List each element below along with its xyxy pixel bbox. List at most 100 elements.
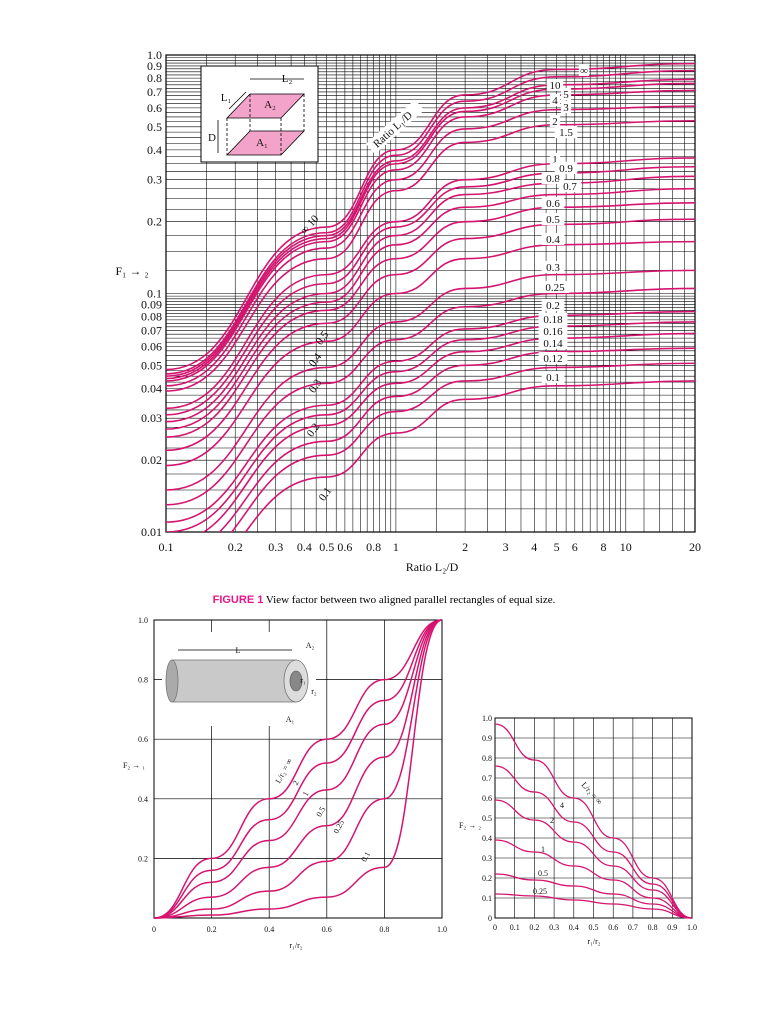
series-line-11 xyxy=(166,202,695,438)
chart3-curves xyxy=(494,723,693,919)
series-label-2: 5 xyxy=(563,89,569,101)
y-tick-label: 0.09 xyxy=(141,297,162,311)
cylinder-inset: L A₂ A₁ r₂ r₁ xyxy=(162,632,317,726)
y-tick-label: 0.3 xyxy=(147,173,162,187)
inline-label-3: 0.2 xyxy=(305,421,323,439)
series-label-3: 0.5 xyxy=(314,805,327,818)
figure-caption-label: FIGURE 1 xyxy=(212,594,264,606)
rectangles-inset: L₂ L₁ D A₂ A₁ xyxy=(200,65,319,163)
y-tick-label: 1.0 xyxy=(147,48,162,62)
cylinder-body xyxy=(171,659,297,703)
x-tick-label: 0.4 xyxy=(569,923,579,932)
inset-a1-label: A₁ xyxy=(286,715,295,724)
y-tick-label: 0.5 xyxy=(147,120,162,134)
series-label-1: 2 xyxy=(291,779,301,787)
series-label-11: 0.6 xyxy=(546,198,560,210)
series-label-4: 0.25 xyxy=(332,819,347,836)
y-tick-label: 0.6 xyxy=(482,794,492,803)
cylinder-inner-end xyxy=(289,670,303,692)
x-tick-label: 0.6 xyxy=(322,925,332,934)
y-tick-label: 0.08 xyxy=(141,310,162,324)
y-axis-title: F₁ → ₂ xyxy=(115,264,148,278)
series-label-15-bg xyxy=(540,281,570,293)
chart1-frame xyxy=(165,54,696,533)
series-label-19: 0.14 xyxy=(543,338,563,350)
y-tick-label: 0.9 xyxy=(147,59,162,73)
series-line-7 xyxy=(166,157,695,410)
inline-label-4: 0.1 xyxy=(317,485,335,503)
x-tick-label: 2 xyxy=(462,540,468,554)
y-tick-label: 0.05 xyxy=(141,358,162,372)
inset-dashes xyxy=(226,94,305,155)
series-line-0 xyxy=(494,723,693,919)
series-label-8-bg xyxy=(554,162,578,174)
series-label-5-bg xyxy=(549,115,561,127)
series-label-21-bg xyxy=(541,371,565,383)
inset-r2-label: r₂ xyxy=(311,687,317,696)
series-line-6 xyxy=(166,119,695,392)
x-tick-label: 0.1 xyxy=(510,923,520,932)
inline-label-1: 0.4 xyxy=(307,351,325,370)
y-tick-label: 0.2 xyxy=(138,854,148,863)
series-line-5 xyxy=(494,893,693,919)
x-tick-label: 8 xyxy=(601,540,607,554)
series-label-3: 1 xyxy=(541,845,545,854)
series-label-2: 1 xyxy=(301,790,311,798)
family-label-bg xyxy=(365,99,425,155)
series-line-1 xyxy=(166,69,695,375)
series-label-0: ∞ xyxy=(580,65,588,77)
x-tick-label: 0.8 xyxy=(648,923,658,932)
series-line-3 xyxy=(153,619,443,919)
x-tick-label: 0.9 xyxy=(667,923,677,932)
x-tick-label: 0.2 xyxy=(529,923,539,932)
y-tick-label: 0.6 xyxy=(138,735,148,744)
series-label-20-bg xyxy=(538,352,568,364)
series-label-16-bg xyxy=(541,299,565,311)
series-line-8 xyxy=(166,165,695,416)
x-tick-label: 0 xyxy=(493,923,497,932)
x-tick-label: 3 xyxy=(503,540,509,554)
series-label-14-bg xyxy=(541,261,565,273)
y-tick-label: 0 xyxy=(488,914,492,923)
chart1: L₂ L₁ D A₂ A₁ xyxy=(165,54,696,533)
series-label-1: 10 xyxy=(550,80,562,92)
series-label-0-bg xyxy=(578,64,590,76)
chart1-curves xyxy=(166,62,695,532)
y-tick-label: 0.5 xyxy=(482,814,492,823)
figure-caption: FIGURE 1 View factor between two aligned… xyxy=(0,594,768,606)
series-label-6-bg xyxy=(554,126,578,138)
x-tick-label: 1.0 xyxy=(687,923,697,932)
series-label-2: 2 xyxy=(550,816,554,825)
inset-l1-label: L₁ xyxy=(221,92,232,104)
series-line-15 xyxy=(166,287,695,506)
x-tick-label: 0.5 xyxy=(589,923,599,932)
x-tick-label: 0.1 xyxy=(159,540,174,554)
x-axis-title: Ratio L₂/D xyxy=(406,560,459,574)
series-label-12-bg xyxy=(541,213,565,225)
x-axis-title: r₁/r₂ xyxy=(289,941,302,950)
series-label-4: 3 xyxy=(563,102,569,114)
x-tick-label: 0.3 xyxy=(268,540,283,554)
chart2-curves xyxy=(153,619,443,919)
series-label-5: 0.1 xyxy=(359,850,372,863)
y-tick-label: 0.4 xyxy=(482,834,492,843)
y-tick-label: 0.1 xyxy=(147,287,162,301)
y-tick-label: 1.0 xyxy=(482,714,492,723)
x-tick-label: 20 xyxy=(689,540,701,554)
x-tick-label: 0.5 xyxy=(319,540,334,554)
series-line-20 xyxy=(230,362,695,532)
x-tick-label: 0.4 xyxy=(297,540,312,554)
y-axis-title: F₂ → ₁ xyxy=(123,761,145,770)
y-tick-label: 0.2 xyxy=(482,874,492,883)
dimension-l1 xyxy=(228,91,247,110)
series-label-9-bg xyxy=(541,172,565,184)
series-label-16: 0.2 xyxy=(546,300,560,312)
series-label-7: 1 xyxy=(552,154,558,166)
inset-l2-label: L₂ xyxy=(282,73,293,85)
y-tick-label: 0.02 xyxy=(141,453,162,467)
series-label-2-bg xyxy=(560,88,572,100)
series-label-17-bg xyxy=(538,313,568,325)
series-line-17 xyxy=(166,321,695,532)
series-label-13-bg xyxy=(541,233,565,245)
